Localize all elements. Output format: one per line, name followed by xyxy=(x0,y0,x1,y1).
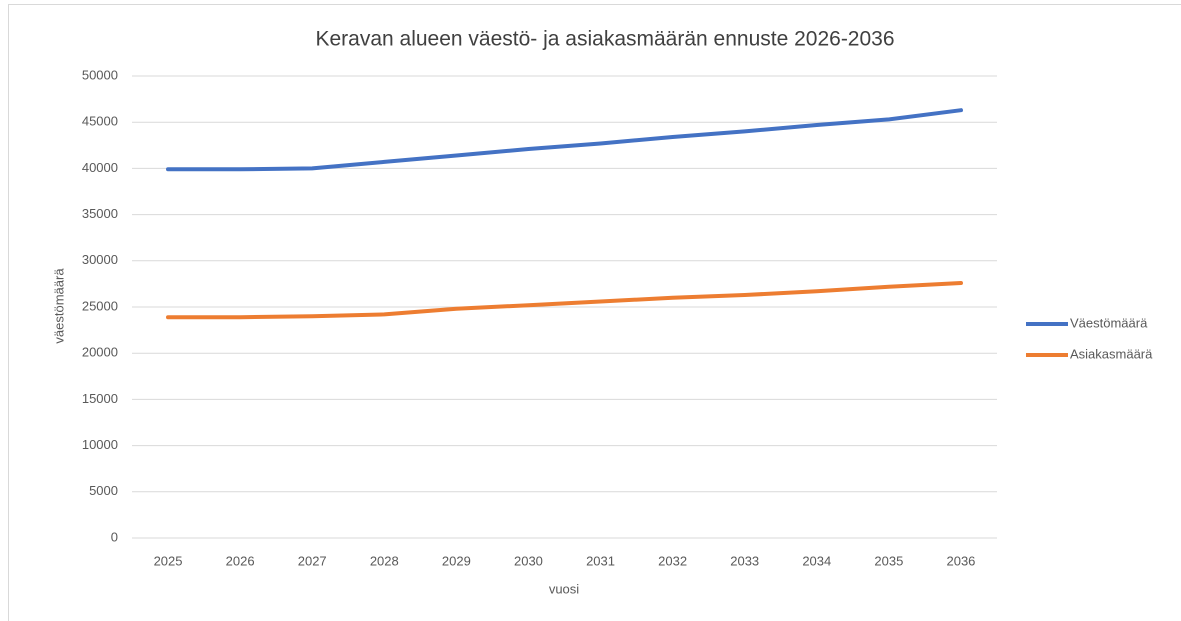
y-tick-label: 40000 xyxy=(82,160,118,175)
y-tick-label: 45000 xyxy=(82,114,118,129)
legend-label: Väestömäärä xyxy=(1070,315,1148,330)
y-tick-label: 50000 xyxy=(82,67,118,82)
chart-border xyxy=(8,4,1181,621)
y-tick-label: 10000 xyxy=(82,437,118,452)
x-tick-label: 2035 xyxy=(874,553,903,568)
line-series xyxy=(166,108,963,172)
y-tick-label: 30000 xyxy=(82,252,118,267)
y-tick-label: 25000 xyxy=(82,298,118,313)
x-tick-label: 2036 xyxy=(946,553,975,568)
x-tick-label: 2025 xyxy=(154,553,183,568)
y-tick-label: 20000 xyxy=(82,345,118,360)
x-axis-label: vuosi xyxy=(549,581,579,596)
x-tick-label: 2034 xyxy=(802,553,831,568)
x-tick-label: 2031 xyxy=(586,553,615,568)
x-tick-label: 2030 xyxy=(514,553,543,568)
x-tick-label: 2028 xyxy=(370,553,399,568)
y-tick-label: 15000 xyxy=(82,391,118,406)
legend-label: Asiakasmäärä xyxy=(1070,346,1153,361)
y-tick-label: 35000 xyxy=(82,206,118,221)
x-tick-label: 2029 xyxy=(442,553,471,568)
chart-title: Keravan alueen väestö- ja asiakasmäärän … xyxy=(315,28,894,51)
x-tick-label: 2027 xyxy=(298,553,327,568)
x-tick-label: 2026 xyxy=(226,553,255,568)
line-series xyxy=(166,281,963,320)
y-tick-label: 5000 xyxy=(89,483,118,498)
x-tick-label: 2033 xyxy=(730,553,759,568)
y-axis-label: väestömäärä xyxy=(51,268,66,344)
y-tick-label: 0 xyxy=(111,529,118,544)
x-tick-label: 2032 xyxy=(658,553,687,568)
